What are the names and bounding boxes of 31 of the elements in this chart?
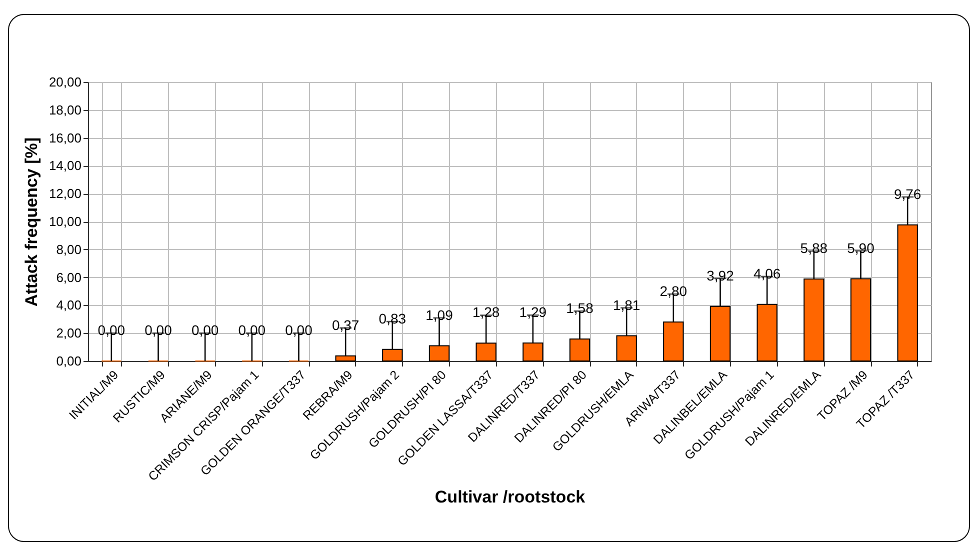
data-label: 0,83 bbox=[378, 310, 406, 327]
y-axis-title: Attack frequency [%] bbox=[22, 137, 41, 307]
data-label: 1,29 bbox=[519, 304, 547, 320]
y-tick-label: 20,00 bbox=[48, 74, 82, 90]
data-label: 0,37 bbox=[332, 316, 360, 333]
x-axis-title: Cultivar /rootstock bbox=[434, 487, 586, 506]
data-label: 9,76 bbox=[894, 186, 922, 202]
y-tick-label: 0,00 bbox=[56, 354, 82, 368]
data-label: 0,00 bbox=[98, 322, 126, 338]
data-label: 0,00 bbox=[238, 322, 266, 338]
data-label: 0,00 bbox=[285, 322, 313, 338]
data-label: 1,58 bbox=[566, 300, 594, 316]
data-label: 4,06 bbox=[753, 265, 781, 282]
data-label: 1,81 bbox=[612, 296, 640, 313]
y-tick-label: 4,00 bbox=[56, 298, 82, 313]
data-label: 1,09 bbox=[426, 306, 454, 323]
y-tick-label: 14,00 bbox=[48, 158, 82, 174]
y-tick-label: 16,00 bbox=[48, 130, 82, 146]
data-label: 5,88 bbox=[800, 240, 828, 256]
data-label: 1,28 bbox=[472, 304, 500, 320]
data-label: 0,00 bbox=[191, 322, 219, 338]
y-tick-label: 8,00 bbox=[56, 242, 82, 257]
data-label: 5,90 bbox=[847, 240, 875, 256]
data-label: 3,92 bbox=[706, 267, 734, 284]
y-tick-label: 6,00 bbox=[56, 270, 82, 285]
y-tick-label: 18,00 bbox=[48, 102, 82, 118]
y-tick-label: 10,00 bbox=[48, 214, 82, 229]
data-label: 0,00 bbox=[144, 322, 172, 338]
y-tick-label: 2,00 bbox=[56, 326, 82, 341]
data-label: 2,80 bbox=[660, 283, 688, 300]
y-tick-label: 12,00 bbox=[48, 186, 82, 202]
